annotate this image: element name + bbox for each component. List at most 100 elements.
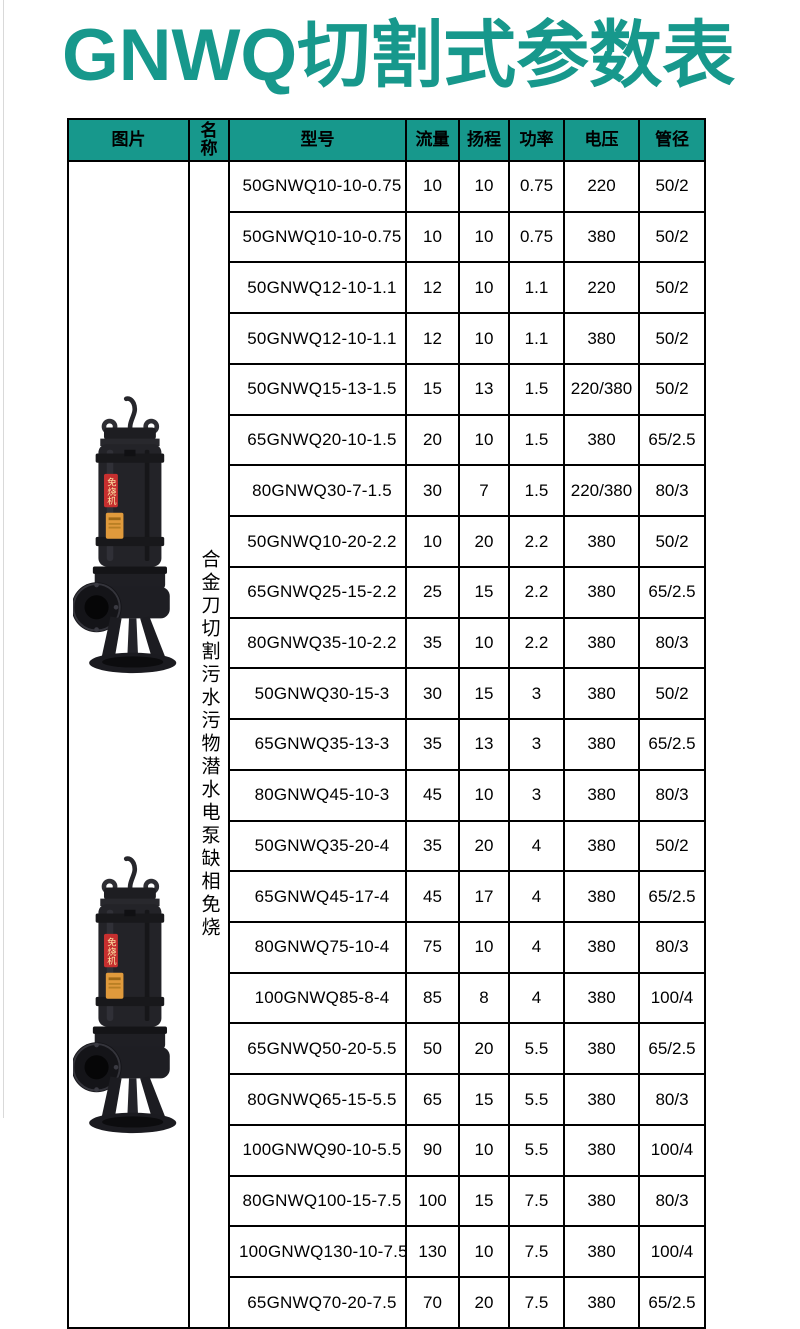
model-cell: 65GNWQ35-13-3 [229, 719, 406, 770]
voltage-cell: 220 [564, 262, 639, 313]
power-cell: 7.5 [509, 1226, 564, 1277]
model-cell: 80GNWQ30-7-1.5 [229, 465, 406, 516]
pump-photo-stack: 免烧机 [69, 356, 188, 1134]
red-label-text: 免烧机 [105, 936, 116, 966]
power-cell: 7.5 [509, 1176, 564, 1227]
power-cell: 5.5 [509, 1125, 564, 1176]
head-cell: 10 [459, 262, 509, 313]
model-cell: 80GNWQ100-15-7.5 [229, 1176, 406, 1227]
pipe-cell: 80/3 [639, 1074, 705, 1125]
flange-bolt [113, 1064, 118, 1069]
voltage-cell: 380 [564, 313, 639, 364]
voltage-cell: 380 [564, 1074, 639, 1125]
voltage-cell: 380 [564, 719, 639, 770]
power-cell: 5.5 [509, 1023, 564, 1074]
col-header-picture: 图片 [68, 119, 189, 161]
power-cell: 1.1 [509, 313, 564, 364]
model-cell: 65GNWQ20-10-1.5 [229, 415, 406, 466]
voltage-cell: 380 [564, 415, 639, 466]
voltage-cell: 380 [564, 1277, 639, 1328]
flow-cell: 25 [406, 567, 459, 618]
page-title: GNWQ切割式参数表 [62, 16, 762, 96]
flange-bore [84, 1055, 108, 1079]
warning-label [105, 512, 123, 538]
warning-label [105, 972, 123, 998]
power-cell: 4 [509, 973, 564, 1024]
pipe-cell: 50/2 [639, 212, 705, 263]
flow-cell: 65 [406, 1074, 459, 1125]
voltage-cell: 380 [564, 770, 639, 821]
head-cell: 17 [459, 871, 509, 922]
pipe-cell: 80/3 [639, 465, 705, 516]
spec-table: 图片 名称 型号 流量 扬程 功率 电压 管径 [67, 118, 706, 1329]
pipe-cell: 65/2.5 [639, 415, 705, 466]
base-ring-inner [102, 1116, 163, 1127]
power-cell: 3 [509, 668, 564, 719]
pipe-cell: 50/2 [639, 516, 705, 567]
flow-cell: 30 [406, 465, 459, 516]
model-cell: 80GNWQ75-10-4 [229, 922, 406, 973]
voltage-cell: 380 [564, 871, 639, 922]
model-cell: 100GNWQ90-10-5.5 [229, 1125, 406, 1176]
top-cap [103, 887, 155, 900]
voltage-cell: 380 [564, 618, 639, 669]
head-cell: 20 [459, 821, 509, 872]
flow-cell: 30 [406, 668, 459, 719]
warning-label-line2 [108, 982, 120, 984]
pump-illustration: 免烧机 [73, 858, 176, 1133]
model-cell: 50GNWQ35-20-4 [229, 821, 406, 872]
model-cell: 65GNWQ25-15-2.2 [229, 567, 406, 618]
flow-cell: 12 [406, 262, 459, 313]
pipe-cell: 100/4 [639, 973, 705, 1024]
model-cell: 65GNWQ50-20-5.5 [229, 1023, 406, 1074]
head-cell: 15 [459, 668, 509, 719]
flange-bolt [94, 627, 99, 632]
head-cell: 13 [459, 364, 509, 415]
product-name-vertical-text: 合金刀切割污水污物潜水电泵缺相免烧 [200, 162, 219, 1327]
base-ring-inner [102, 656, 163, 667]
power-cell: 5.5 [509, 1074, 564, 1125]
flow-cell: 10 [406, 516, 459, 567]
flow-cell: 130 [406, 1226, 459, 1277]
model-cell: 100GNWQ130-10-7.5 [229, 1226, 406, 1277]
power-cell: 4 [509, 871, 564, 922]
top-cap [103, 427, 155, 440]
pipe-cell: 65/2.5 [639, 567, 705, 618]
col-header-flow: 流量 [406, 119, 459, 161]
voltage-cell: 380 [564, 567, 639, 618]
voltage-cell: 380 [564, 821, 639, 872]
flange-bore [84, 595, 108, 619]
head-cell: 10 [459, 1226, 509, 1277]
power-cell: 2.2 [509, 567, 564, 618]
pipe-cell: 50/2 [639, 161, 705, 212]
pump-photo-bottom: 免烧机 [73, 856, 185, 1134]
voltage-cell: 220/380 [564, 465, 639, 516]
power-cell: 0.75 [509, 212, 564, 263]
flange-bolt [94, 582, 99, 587]
head-cell: 10 [459, 212, 509, 263]
flow-cell: 85 [406, 973, 459, 1024]
clamp-band-lower [95, 996, 164, 1005]
pump-illustration: 免烧机 [73, 398, 176, 673]
clamp-tab [124, 449, 135, 455]
voltage-cell: 380 [564, 212, 639, 263]
col-header-pipe: 管径 [639, 119, 705, 161]
flow-cell: 70 [406, 1277, 459, 1328]
voltage-cell: 380 [564, 973, 639, 1024]
model-cell: 50GNWQ10-10-0.75 [229, 161, 406, 212]
model-cell: 65GNWQ45-17-4 [229, 871, 406, 922]
pump-section-band [92, 566, 166, 573]
model-cell: 80GNWQ35-10-2.2 [229, 618, 406, 669]
pipe-cell: 65/2.5 [639, 719, 705, 770]
head-cell: 15 [459, 1176, 509, 1227]
voltage-cell: 380 [564, 1023, 639, 1074]
power-cell: 1.5 [509, 415, 564, 466]
head-cell: 20 [459, 516, 509, 567]
table-row: 免烧机 [68, 161, 705, 212]
model-cell: 50GNWQ12-10-1.1 [229, 262, 406, 313]
flange-bolt [113, 604, 118, 609]
head-cell: 10 [459, 313, 509, 364]
flange-bolt [94, 1087, 99, 1092]
head-cell: 10 [459, 161, 509, 212]
pipe-cell: 50/2 [639, 668, 705, 719]
